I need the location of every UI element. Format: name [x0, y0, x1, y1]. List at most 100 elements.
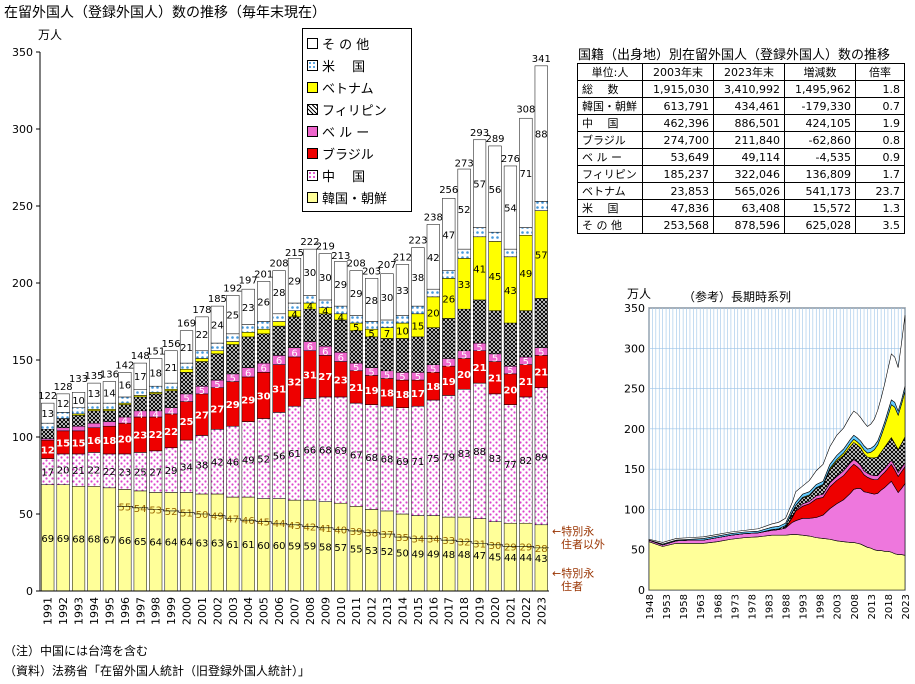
data-label: 10 — [72, 396, 85, 407]
x-tick-label: 1999 — [165, 597, 178, 625]
y-tick-label: 300 — [12, 123, 33, 136]
data-label: 29 — [334, 280, 347, 291]
bar-segment — [118, 396, 132, 404]
annotation-line: ←特別永 — [552, 525, 595, 538]
bar-segment — [133, 396, 147, 412]
table-cell: ベ ル ー — [577, 148, 643, 166]
data-label: 21 — [349, 383, 363, 394]
data-label: 6 — [245, 368, 251, 379]
bar-segment — [442, 318, 456, 359]
data-label: 5 — [353, 363, 359, 374]
x-tick-label: 2013 — [381, 597, 394, 625]
x-tick-label: 1991 — [42, 597, 55, 625]
total-label: 151 — [146, 346, 165, 357]
x-tick-label: 2015 — [412, 597, 425, 625]
legend-item: フィリピン — [307, 98, 407, 120]
data-label: 18 — [396, 390, 410, 401]
data-label: 6 — [322, 347, 328, 358]
data-label: 6 — [291, 348, 297, 359]
nationality-table: 単位:人 2003年末 2023年末 増減数 倍率 総 数 1,915,030 3,410,… — [577, 63, 905, 234]
data-label: 49 — [242, 455, 255, 466]
total-label: 156 — [162, 339, 181, 350]
data-label: 68 — [88, 535, 101, 546]
table-title: 国籍（出身地）別在留外国人（登録外国人）数の推移 — [578, 48, 891, 63]
special-permanent-label: 40 — [334, 525, 347, 536]
x-tick-label: 2011 — [350, 597, 363, 625]
bar-segment — [349, 270, 363, 316]
data-label: 33 — [458, 280, 471, 291]
bar-segment — [241, 324, 255, 333]
sub-chart-title: （参考）長期時系列 — [683, 290, 792, 304]
x-tick-label: 2008 — [304, 597, 317, 625]
x-tick-label: 2016 — [427, 597, 440, 625]
source-line: （資料）法務省「在留外国人統計（旧登録外国人統計）」 — [4, 664, 311, 678]
total-label: 133 — [69, 374, 88, 385]
x-tick-label: 2002 — [211, 597, 224, 625]
bar-segment — [503, 322, 518, 367]
data-label: 5 — [446, 358, 452, 369]
bar-segment — [272, 321, 286, 327]
table-cell: 63,408 — [713, 199, 785, 217]
data-label: 5 — [461, 351, 467, 362]
table-cell: 49,114 — [713, 148, 785, 166]
y-tick-label: 250 — [624, 383, 645, 396]
data-label: 23 — [334, 375, 348, 386]
y-tick-label: 350 — [624, 302, 645, 315]
data-label: 30 — [257, 391, 271, 402]
data-label: 63 — [211, 538, 224, 549]
bar-segment — [257, 328, 271, 335]
bar-segment — [179, 372, 194, 395]
data-label: 4 — [338, 313, 344, 324]
data-label: 4 — [152, 410, 158, 421]
table-header-cell: 2003年末 — [642, 63, 714, 81]
table-cell: 韓国・朝鮮 — [577, 97, 643, 115]
special-permanent-label: 32 — [458, 538, 471, 549]
data-label: 29 — [165, 466, 178, 477]
table-cell: -4,535 — [784, 148, 856, 166]
data-label: 5 — [353, 323, 359, 334]
special-permanent-label: 52 — [165, 507, 178, 518]
data-label: 5 — [476, 343, 482, 354]
data-label: 89 — [535, 452, 548, 463]
special-permanent-label: 53 — [149, 505, 162, 516]
bar-segment — [442, 198, 456, 271]
bar-segment — [534, 298, 548, 348]
bar-segment — [102, 381, 116, 404]
data-label: 45 — [489, 272, 502, 283]
legend-swatch — [307, 191, 318, 203]
data-label: 31 — [272, 384, 286, 395]
x-tick-label: 2014 — [396, 597, 409, 625]
bar-segment — [380, 319, 394, 328]
x-tick-label: 2009 — [319, 597, 332, 625]
table-cell: 3,410,992 — [713, 80, 785, 98]
bar-segment — [87, 422, 101, 429]
bar-segment — [380, 273, 394, 321]
bar-segment — [473, 299, 487, 344]
table-cell: 565,026 — [713, 182, 785, 200]
data-label: 18 — [102, 436, 116, 447]
table-cell: 613,791 — [642, 97, 714, 115]
legend-item: 米 国 — [307, 54, 407, 76]
bar-segment — [102, 421, 116, 427]
table-cell: -179,330 — [784, 97, 856, 115]
special-permanent-label: 50 — [196, 510, 209, 521]
main-stacked-bar-chart: 0501001502002503003506917121312219916920… — [12, 46, 551, 625]
total-label: 276 — [501, 154, 520, 165]
annotation-line: 住者以外 — [561, 538, 605, 551]
special-permanent-label: 37 — [381, 530, 394, 541]
total-label: 142 — [115, 360, 134, 371]
data-label: 79 — [442, 452, 455, 463]
bar-segment — [118, 404, 132, 418]
table-cell: 462,396 — [642, 114, 714, 132]
total-label: 136 — [100, 370, 119, 381]
legend-swatch — [307, 81, 318, 93]
special-permanent-label: 34 — [412, 535, 425, 546]
data-label: 49 — [427, 549, 440, 560]
data-label: 22 — [149, 430, 163, 441]
data-label: 20 — [118, 435, 132, 446]
bar-segment — [534, 201, 548, 211]
bar-segment — [365, 336, 379, 368]
table-header-row: 単位:人 2003年末 2023年末 増減数 倍率 — [577, 63, 905, 81]
data-label: 38 — [412, 273, 425, 284]
data-label: 21 — [72, 466, 85, 477]
